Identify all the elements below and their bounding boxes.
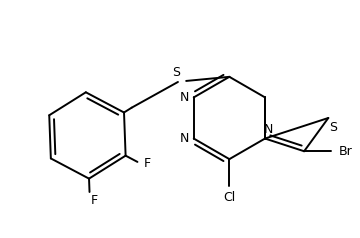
Text: Br: Br: [338, 145, 352, 158]
Text: N: N: [180, 132, 189, 145]
Text: S: S: [172, 66, 180, 79]
Text: F: F: [144, 157, 151, 170]
Text: S: S: [329, 121, 337, 134]
Text: F: F: [91, 194, 98, 207]
Text: N: N: [180, 91, 189, 104]
Text: N: N: [264, 123, 273, 136]
Text: Cl: Cl: [223, 191, 235, 204]
